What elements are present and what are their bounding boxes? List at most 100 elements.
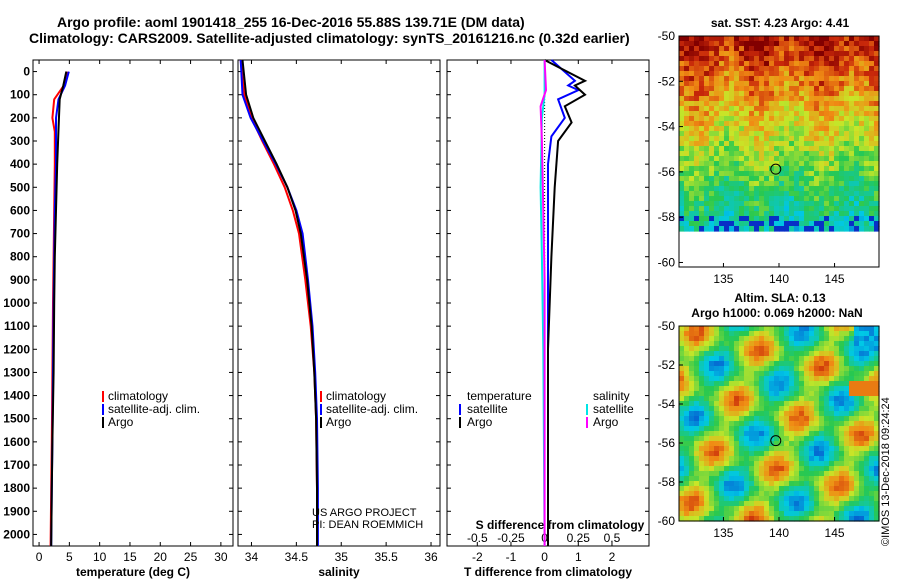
heatmap-cell [869, 176, 875, 182]
heatmap-cell [729, 456, 735, 462]
heatmap-cell [679, 366, 685, 372]
heatmap-cell [714, 336, 720, 342]
heatmap-cell [819, 166, 825, 172]
heatmap-cell [754, 131, 760, 137]
heatmap-cell [839, 476, 845, 482]
heatmap-cell [874, 501, 880, 507]
heatmap-cell [849, 381, 855, 387]
heatmap-cell [849, 466, 855, 472]
heatmap-cell [679, 471, 685, 477]
heatmap-cell [784, 346, 790, 352]
heatmap-cell [684, 351, 690, 357]
heatmap-cell [784, 336, 790, 342]
heatmap-cell [864, 411, 870, 417]
heatmap-cell [764, 111, 770, 117]
heatmap-cell [759, 506, 765, 512]
heatmap-cell [684, 356, 690, 362]
heatmap-cell [769, 116, 775, 122]
heatmap-cell [744, 361, 750, 367]
heatmap-cell [769, 341, 775, 347]
heatmap-cell [829, 356, 835, 362]
heatmap-cell [704, 206, 710, 212]
heatmap-cell [839, 501, 845, 507]
heatmap-cell [809, 126, 815, 132]
heatmap-cell [704, 496, 710, 502]
heatmap-cell [739, 171, 745, 177]
heatmap-cell [814, 126, 820, 132]
heatmap-cell [764, 151, 770, 157]
heatmap-cell [804, 421, 810, 427]
heatmap-cell [844, 491, 850, 497]
y-tick-label: 1300 [3, 365, 30, 379]
heatmap-cell [809, 476, 815, 482]
heatmap-cell [719, 186, 725, 192]
heatmap-cell [779, 396, 785, 402]
top-x-axis-label: S difference from climatology [476, 518, 645, 532]
heatmap-cell [794, 351, 800, 357]
map-subtitle: Argo h1000: 0.069 h2000: NaN [691, 306, 862, 320]
heatmap-cell [714, 61, 720, 67]
heatmap-cell [719, 56, 725, 62]
heatmap-cell [724, 396, 730, 402]
heatmap-cell [719, 356, 725, 362]
heatmap-cell [864, 336, 870, 342]
heatmap-cell [854, 471, 860, 477]
heatmap-cell [809, 366, 815, 372]
heatmap-cell [809, 461, 815, 467]
heatmap-cell [869, 421, 875, 427]
heatmap-cell [814, 501, 820, 507]
heatmap-cell [764, 36, 770, 42]
heatmap-cell [739, 361, 745, 367]
heatmap-cell [764, 481, 770, 487]
heatmap-cell [799, 46, 805, 52]
heatmap-cell [869, 151, 875, 157]
heatmap-cell [709, 206, 715, 212]
heatmap-cell [774, 221, 780, 227]
heatmap-cell [829, 121, 835, 127]
heatmap-cell [804, 491, 810, 497]
heatmap-cell [739, 481, 745, 487]
heatmap-cell [774, 196, 780, 202]
heatmap-cell [789, 101, 795, 107]
heatmap-cell [789, 126, 795, 132]
heatmap-cell [694, 411, 700, 417]
heatmap-cell [694, 96, 700, 102]
heatmap-cell [749, 81, 755, 87]
sst-map: sat. SST: 4.23 Argo: 4.41-50-52-54-56-58… [658, 16, 880, 286]
heatmap-cell [804, 171, 810, 177]
heatmap-cell [784, 396, 790, 402]
heatmap-cell [749, 351, 755, 357]
heatmap-cell [784, 391, 790, 397]
heatmap-cell [819, 356, 825, 362]
heatmap-cell [799, 416, 805, 422]
heatmap-cell [854, 491, 860, 497]
heatmap-cell [814, 411, 820, 417]
heatmap-cell [699, 181, 705, 187]
heatmap-cell [689, 176, 695, 182]
heatmap-cell [874, 81, 880, 87]
heatmap-cell [769, 401, 775, 407]
series-line [239, 59, 319, 546]
heatmap-cell [829, 131, 835, 137]
heatmap-cell [844, 371, 850, 377]
heatmap-cell [804, 396, 810, 402]
heatmap-cell [739, 376, 745, 382]
heatmap-cell [699, 326, 705, 332]
heatmap-cell [834, 386, 840, 392]
heatmap-cell [834, 451, 840, 457]
heatmap-cell [794, 211, 800, 217]
heatmap-cell [804, 371, 810, 377]
heatmap-cell [869, 116, 875, 122]
heatmap-cell [689, 111, 695, 117]
heatmap-cell [709, 336, 715, 342]
heatmap-cell [774, 336, 780, 342]
heatmap-cell [864, 96, 870, 102]
heatmap-cell [694, 121, 700, 127]
y-tick-label: -58 [658, 475, 676, 489]
temperature-panel: 0100200300400500600700800900100011001200… [3, 59, 234, 579]
heatmap-cell [849, 496, 855, 502]
heatmap-cell [694, 391, 700, 397]
heatmap-cell [854, 416, 860, 422]
heatmap-cell [759, 201, 765, 207]
heatmap-cell [829, 361, 835, 367]
